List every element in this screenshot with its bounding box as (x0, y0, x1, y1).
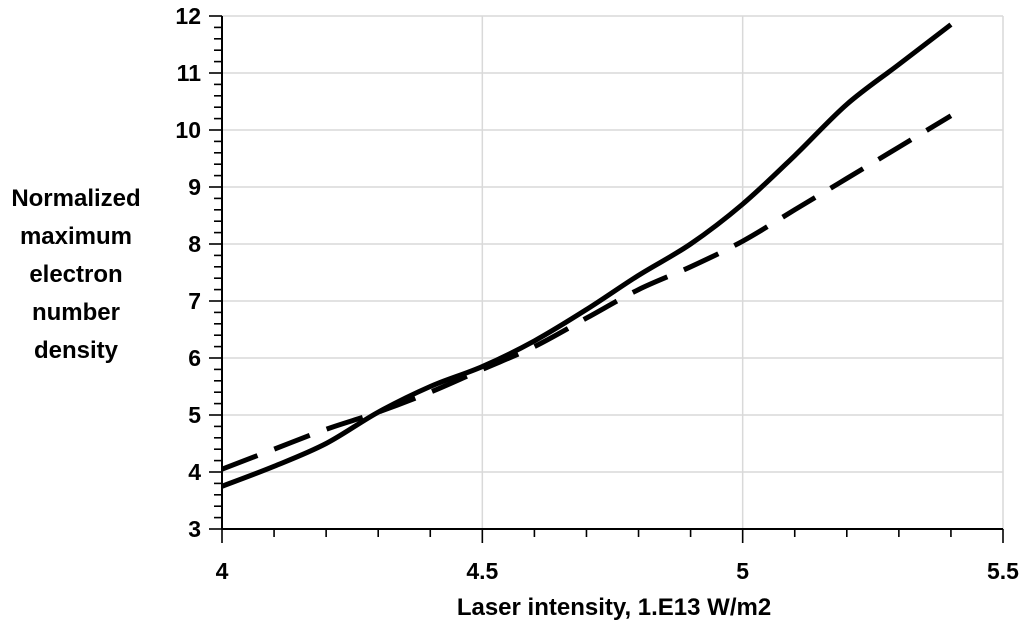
y-tick-label: 10 (175, 117, 201, 143)
y-tick-label: 5 (188, 402, 201, 428)
y-tick-label: 12 (175, 3, 201, 29)
y-tick-label: 4 (188, 459, 201, 485)
y-tick-label: 9 (188, 174, 201, 200)
dashed-series-line (221, 113, 953, 472)
y-tick-label: 3 (188, 516, 201, 542)
y-tick-label: 11 (177, 60, 202, 86)
axes (209, 15, 1004, 543)
y-axis-title-line: Normalized (11, 185, 140, 212)
gridlines (222, 15, 1004, 529)
x-tick-label: 5.5 (987, 558, 1019, 584)
y-tick-label: 6 (188, 345, 201, 371)
y-axis-title: Normalized maximum electron number density (11, 185, 140, 364)
x-tick-label: 4.5 (466, 558, 498, 584)
y-axis-title-line: density (34, 337, 119, 364)
y-tick-label: 8 (188, 231, 201, 257)
series-lines (221, 22, 953, 489)
y-tick-label: 7 (188, 288, 201, 314)
y-axis-title-line: electron (29, 261, 122, 288)
solid-series-line (221, 22, 953, 489)
y-axis-title-line: number (32, 299, 120, 326)
x-tick-label: 5 (736, 558, 749, 584)
y-axis-title-line: maximum (20, 223, 132, 250)
x-tick-label: 4 (216, 558, 229, 584)
x-axis-title: Laser intensity, 1.E13 W/m2 (457, 594, 771, 621)
